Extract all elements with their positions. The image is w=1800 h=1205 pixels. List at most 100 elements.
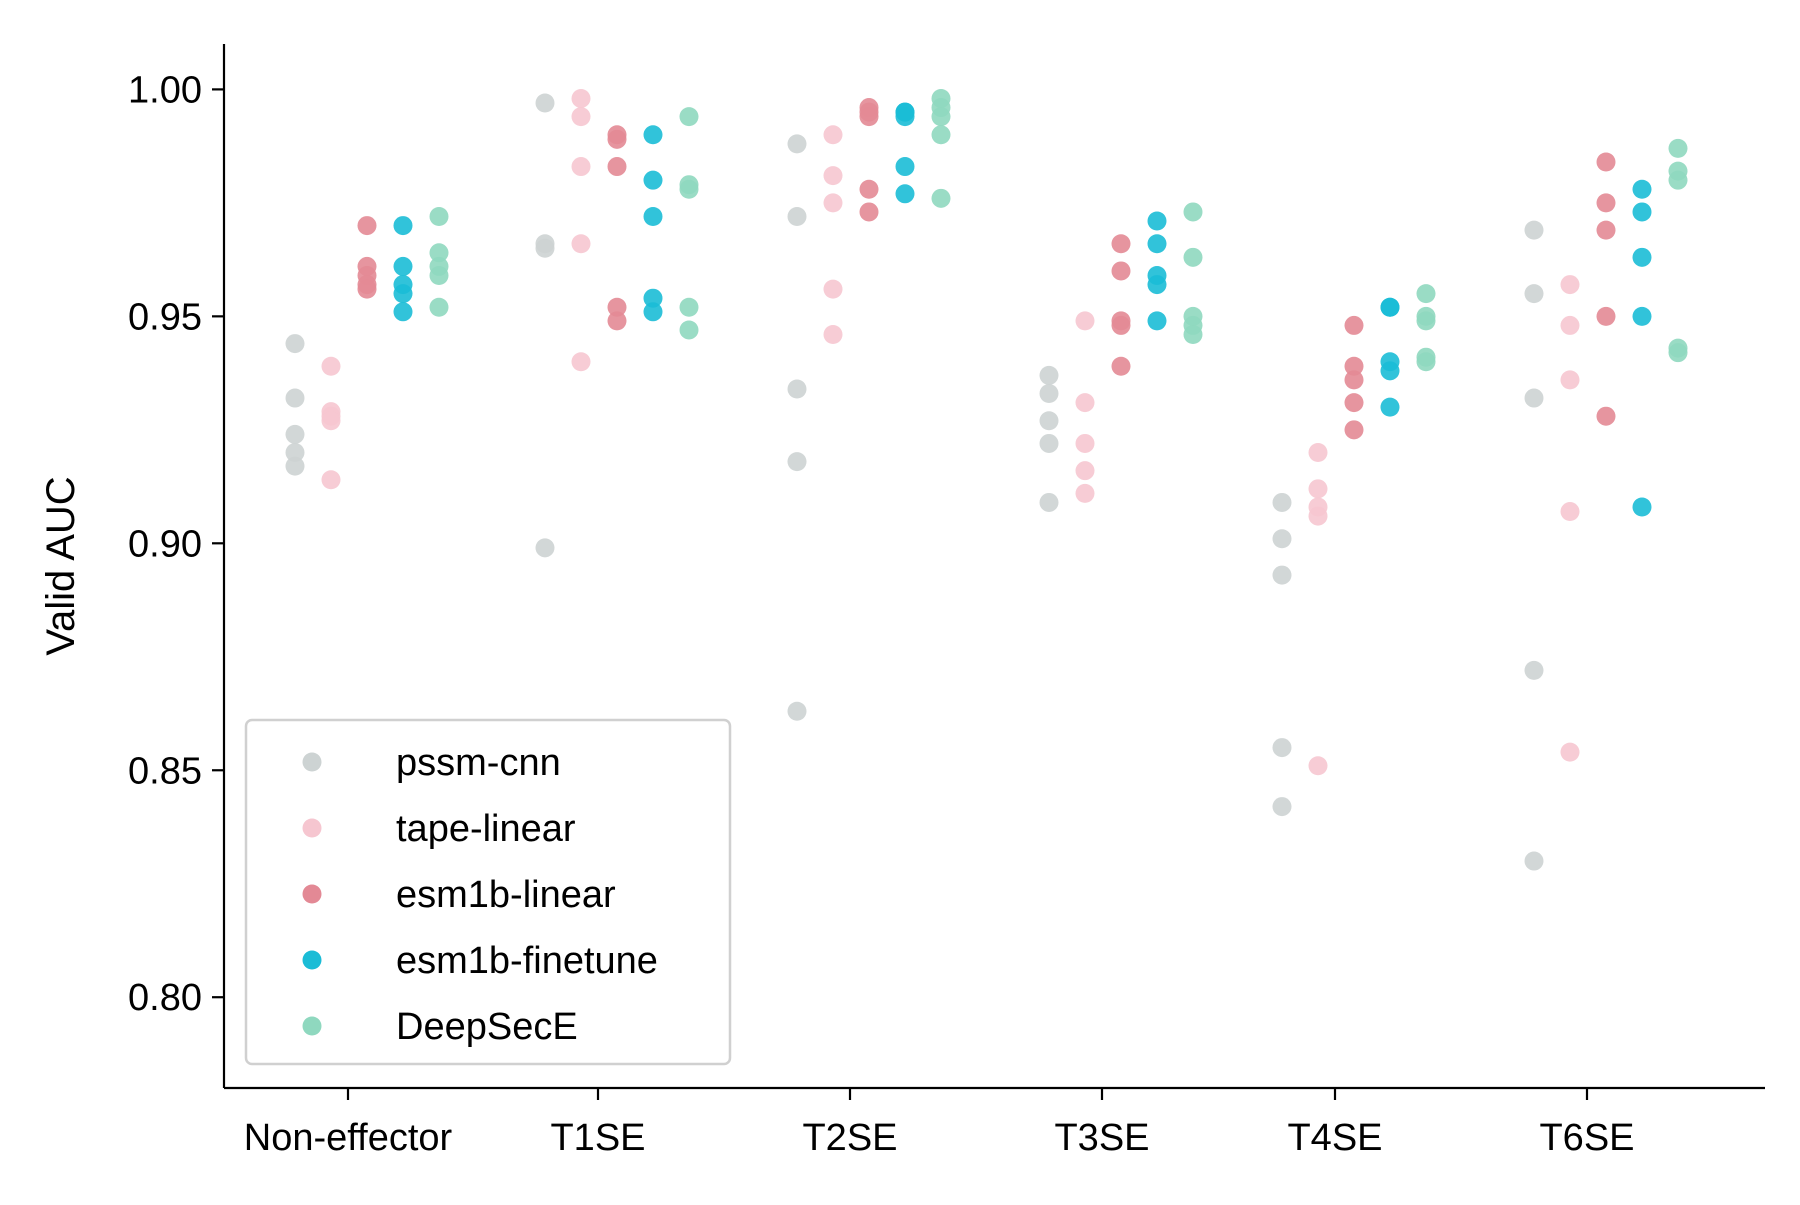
data-point-esm1b-finetune	[1147, 234, 1167, 254]
x-tick-label: T2SE	[802, 1117, 897, 1159]
data-point-tape-linear	[823, 193, 843, 213]
data-point-DeepSecE	[1183, 247, 1203, 267]
data-point-esm1b-linear	[1596, 306, 1616, 326]
data-point-DeepSecE	[1416, 311, 1436, 331]
data-point-esm1b-linear	[1344, 370, 1364, 390]
data-point-DeepSecE	[429, 297, 449, 317]
data-point-pssm-cnn	[1039, 411, 1059, 431]
data-point-tape-linear	[1560, 742, 1580, 762]
data-point-esm1b-linear	[859, 202, 879, 222]
data-point-pssm-cnn	[1272, 492, 1292, 512]
axes: 0.80 0.85 0.90 0.95 1.00 Non-effector T1SE T2SE…	[39, 44, 1765, 1159]
data-point-esm1b-linear	[357, 216, 377, 236]
y-tick-label: 0.90	[128, 523, 202, 565]
y-tick-label: 0.80	[128, 977, 202, 1019]
data-point-pssm-cnn	[787, 134, 807, 154]
x-tick-label: T6SE	[1539, 1117, 1634, 1159]
data-point-DeepSecE	[679, 320, 699, 340]
data-point-esm1b-linear	[607, 311, 627, 331]
data-point-pssm-cnn	[1272, 797, 1292, 817]
data-point-esm1b-finetune	[643, 288, 663, 308]
data-point-pssm-cnn	[787, 379, 807, 399]
data-point-esm1b-linear	[607, 157, 627, 177]
data-point-tape-linear	[1308, 506, 1328, 526]
data-point-esm1b-finetune	[1632, 179, 1652, 199]
legend-label: esm1b-finetune	[396, 940, 658, 982]
data-point-tape-linear	[1560, 275, 1580, 295]
data-point-esm1b-linear	[1111, 356, 1131, 376]
data-point-esm1b-linear	[1111, 261, 1131, 281]
data-point-tape-linear	[1308, 443, 1328, 463]
y-axis-title: Valid AUC	[39, 476, 83, 655]
data-point-DeepSecE	[1183, 325, 1203, 345]
data-point-DeepSecE	[1183, 202, 1203, 222]
data-point-pssm-cnn	[1039, 492, 1059, 512]
data-point-tape-linear	[571, 88, 591, 108]
data-point-esm1b-linear	[1596, 406, 1616, 426]
data-point-tape-linear	[571, 157, 591, 177]
data-point-esm1b-linear	[1111, 315, 1131, 335]
data-point-pssm-cnn	[1272, 565, 1292, 585]
data-point-esm1b-finetune	[643, 302, 663, 322]
legend-label: pssm-cnn	[396, 742, 561, 784]
data-point-pssm-cnn	[1272, 738, 1292, 758]
data-point-esm1b-finetune	[1147, 311, 1167, 331]
data-point-pssm-cnn	[285, 334, 305, 354]
data-point-pssm-cnn	[1039, 365, 1059, 385]
data-point-tape-linear	[1560, 315, 1580, 335]
data-point-tape-linear	[823, 166, 843, 186]
data-point-DeepSecE	[1416, 284, 1436, 304]
data-point-DeepSecE	[1668, 170, 1688, 190]
data-point-tape-linear	[823, 325, 843, 345]
data-point-tape-linear	[1075, 483, 1095, 503]
data-point-DeepSecE	[931, 188, 951, 208]
x-tick-label: T3SE	[1054, 1117, 1149, 1159]
data-point-esm1b-finetune	[1380, 297, 1400, 317]
data-point-pssm-cnn	[1272, 529, 1292, 549]
data-point-esm1b-finetune	[643, 125, 663, 145]
legend: pssm-cnn tape-linear esm1b-linear esm1b-fin…	[244, 718, 732, 1066]
data-point-pssm-cnn	[1524, 284, 1544, 304]
data-point-pssm-cnn	[285, 443, 305, 463]
data-point-DeepSecE	[679, 179, 699, 199]
data-point-DeepSecE	[429, 265, 449, 285]
data-point-tape-linear	[1075, 461, 1095, 481]
data-point-pssm-cnn	[787, 206, 807, 226]
data-point-esm1b-finetune	[1632, 306, 1652, 326]
data-point-tape-linear	[1075, 311, 1095, 331]
data-point-esm1b-finetune	[895, 184, 915, 204]
data-point-DeepSecE	[1416, 352, 1436, 372]
data-point-esm1b-finetune	[393, 284, 413, 304]
legend-marker	[302, 884, 322, 904]
data-point-esm1b-finetune	[1632, 202, 1652, 222]
data-point-esm1b-linear	[1344, 420, 1364, 440]
x-tick-label: Non-effector	[244, 1117, 453, 1159]
data-point-pssm-cnn	[1524, 388, 1544, 408]
data-point-tape-linear	[823, 125, 843, 145]
data-point-esm1b-linear	[1596, 193, 1616, 213]
legend-marker	[302, 1016, 322, 1036]
data-point-DeepSecE	[679, 297, 699, 317]
data-point-esm1b-finetune	[895, 157, 915, 177]
data-point-esm1b-linear	[1596, 152, 1616, 172]
data-point-tape-linear	[823, 279, 843, 299]
data-point-esm1b-linear	[859, 179, 879, 199]
data-point-pssm-cnn	[1039, 433, 1059, 453]
data-point-esm1b-linear	[357, 279, 377, 299]
data-point-esm1b-finetune	[1147, 275, 1167, 295]
data-point-tape-linear	[1075, 393, 1095, 413]
data-point-esm1b-finetune	[393, 216, 413, 236]
data-point-DeepSecE	[429, 243, 449, 263]
data-point-pssm-cnn	[285, 388, 305, 408]
y-tick-label: 1.00	[128, 69, 202, 111]
data-point-esm1b-linear	[1344, 393, 1364, 413]
legend-marker	[302, 818, 322, 838]
data-point-esm1b-linear	[1111, 234, 1131, 254]
data-point-esm1b-linear	[607, 297, 627, 317]
data-point-pssm-cnn	[1524, 660, 1544, 680]
data-point-esm1b-finetune	[643, 206, 663, 226]
data-point-pssm-cnn	[1039, 384, 1059, 404]
data-point-pssm-cnn	[535, 93, 555, 113]
data-point-tape-linear	[1308, 756, 1328, 776]
